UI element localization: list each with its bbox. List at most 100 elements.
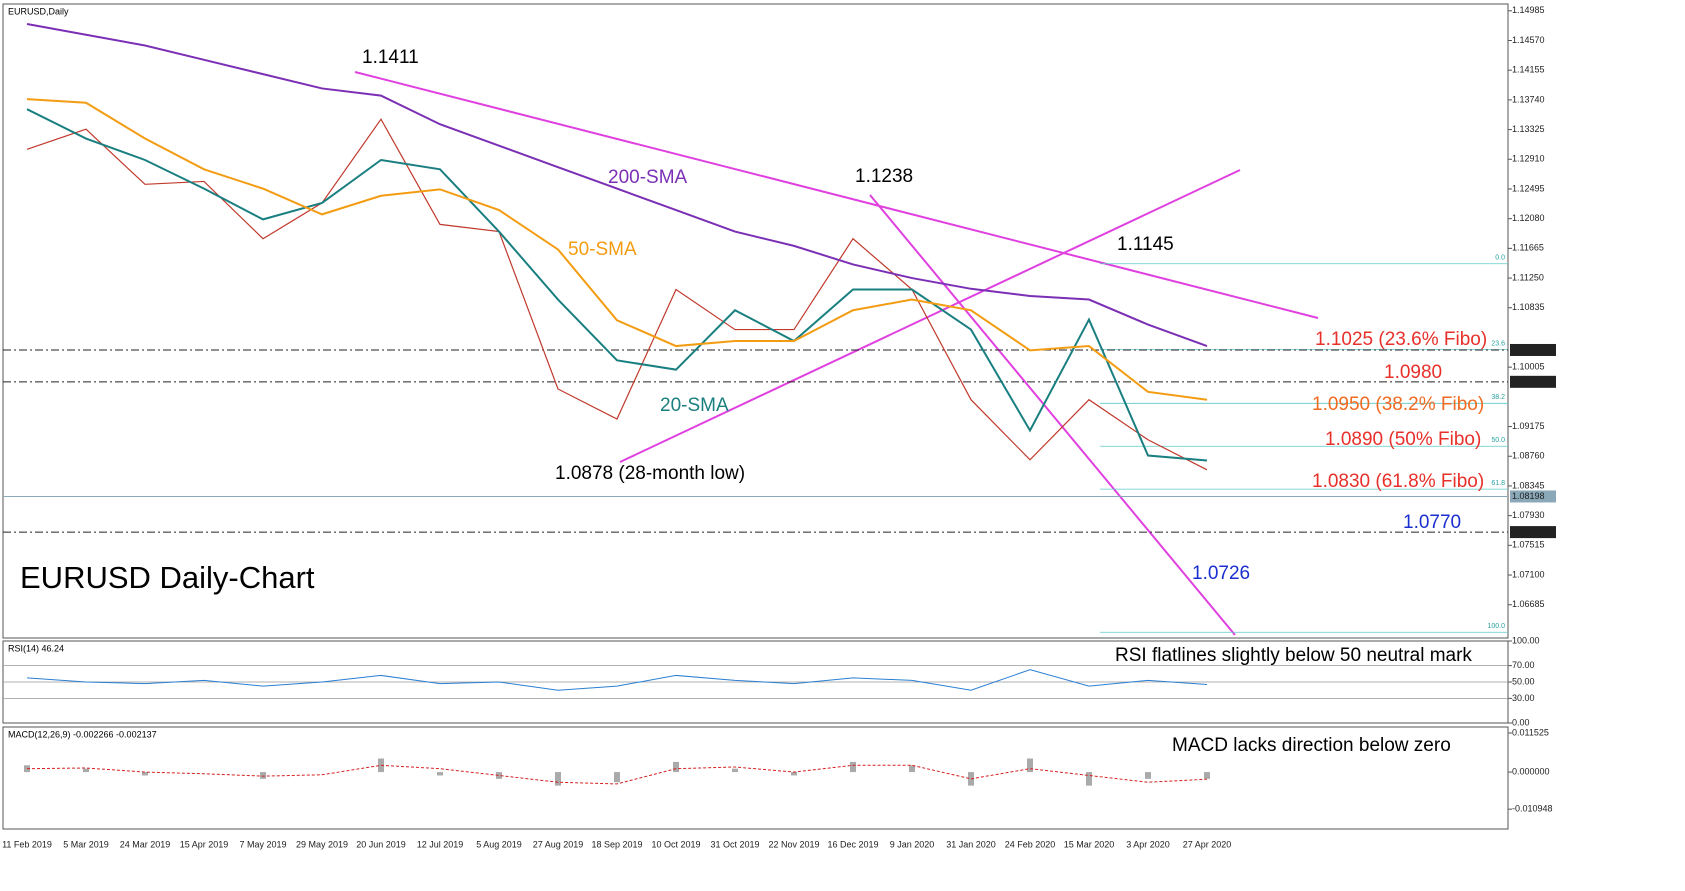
main-panel xyxy=(2,3,1509,639)
trendline xyxy=(354,71,1319,319)
annotation: 1.0726 xyxy=(1192,563,1250,584)
x-tick-label: 22 Nov 2019 xyxy=(768,839,819,849)
annotation: 1.0890 (50% Fibo) xyxy=(1325,429,1481,450)
x-tick-label: 9 Jan 2020 xyxy=(890,839,935,849)
x-tick-label: 31 Jan 2020 xyxy=(946,839,996,849)
y-tick-label: 1.08345 xyxy=(1512,480,1545,490)
annotation: 20-SMA xyxy=(660,395,729,416)
y-tick-label: 1.11665 xyxy=(1512,243,1544,253)
y-tick-label: 1.06685 xyxy=(1512,599,1545,609)
price-marker-label: 1.07700 xyxy=(1512,526,1545,536)
x-tick-label: 29 May 2019 xyxy=(296,839,348,849)
y-tick-label: 1.13325 xyxy=(1512,124,1545,134)
y-tick-label: 1.10005 xyxy=(1512,362,1545,372)
y-tick-label: 1.14570 xyxy=(1512,35,1545,45)
price-marker-label: 1.09800 xyxy=(1512,376,1545,386)
y-tick-label: 1.12910 xyxy=(1512,154,1545,164)
annotation: 1.0830 (61.8% Fibo) xyxy=(1312,471,1484,492)
x-tick-label: 27 Aug 2019 xyxy=(533,839,584,849)
symbol-label: EURUSD,Daily xyxy=(8,6,69,16)
macd-bar xyxy=(555,772,561,786)
fibo-label: 100.0 xyxy=(1487,623,1505,630)
x-tick-label: 15 Apr 2019 xyxy=(180,839,229,849)
macd-bar xyxy=(1027,758,1033,773)
macd-bar xyxy=(496,772,502,779)
macd-panel xyxy=(2,726,1509,830)
y-tick-label: 1.08760 xyxy=(1512,451,1545,461)
x-tick-label: 7 May 2019 xyxy=(239,839,286,849)
fibo-label: 23.6 xyxy=(1491,340,1505,347)
y-tick-label: 1.14985 xyxy=(1512,5,1545,15)
price-box xyxy=(1510,526,1556,539)
annotation: 1.0770 xyxy=(1403,512,1461,533)
macd-bar xyxy=(850,761,856,773)
y-tick-label: 1.14155 xyxy=(1512,65,1545,75)
x-tick-label: 5 Aug 2019 xyxy=(476,839,522,849)
price-line xyxy=(26,118,1208,471)
annotation: 1.0980 xyxy=(1384,362,1442,383)
macd-bar xyxy=(614,772,620,783)
fibo-label: 61.8 xyxy=(1491,480,1505,487)
sma-line xyxy=(26,108,1208,462)
x-tick-label: 15 Mar 2020 xyxy=(1064,839,1115,849)
price-marker-label: 1.08198 xyxy=(1512,491,1545,501)
annotation: 1.1025 (23.6% Fibo) xyxy=(1315,329,1487,350)
y-tick-label: 1.12080 xyxy=(1512,213,1545,223)
y-tick-label: -0.010948 xyxy=(1512,804,1553,814)
macd-bar xyxy=(673,761,679,773)
macd-bar xyxy=(437,772,443,776)
price-box xyxy=(1510,490,1556,503)
fibo-label: 38.2 xyxy=(1491,394,1505,401)
y-tick-label: 1.12495 xyxy=(1512,183,1545,193)
macd-signal xyxy=(26,764,1208,785)
macd-bar xyxy=(909,765,915,773)
y-tick-label: 0.000000 xyxy=(1512,766,1550,776)
annotation: 1.0878 (28-month low) xyxy=(555,463,745,484)
y-tick-label: 50.00 xyxy=(1512,676,1535,686)
annotation: 1.0950 (38.2% Fibo) xyxy=(1312,394,1484,415)
macd-note: MACD lacks direction below zero xyxy=(1172,735,1451,756)
macd-bar xyxy=(968,772,974,786)
fibo-label: 0.0 xyxy=(1495,255,1505,262)
y-tick-label: 1.09175 xyxy=(1512,421,1545,431)
y-tick-label: 1.11250 xyxy=(1512,272,1544,282)
y-tick-label: 1.07930 xyxy=(1512,510,1545,520)
y-tick-label: 100.00 xyxy=(1512,635,1540,645)
price-marker-label: 1.10245 xyxy=(1512,344,1545,354)
macd-bar xyxy=(791,772,797,776)
annotation: 1.1238 xyxy=(855,166,913,187)
annotation: 50-SMA xyxy=(568,239,637,260)
x-tick-label: 12 Jul 2019 xyxy=(417,839,464,849)
x-tick-label: 11 Feb 2019 xyxy=(2,839,52,849)
y-tick-label: 1.07515 xyxy=(1512,540,1545,550)
y-tick-label: 1.13740 xyxy=(1512,94,1545,104)
x-tick-label: 3 Apr 2020 xyxy=(1126,839,1170,849)
x-tick-label: 16 Dec 2019 xyxy=(827,839,878,849)
x-tick-label: 24 Feb 2020 xyxy=(1005,839,1056,849)
x-tick-label: 5 Mar 2019 xyxy=(63,839,109,849)
sma-line xyxy=(26,23,1208,347)
rsi-note: RSI flatlines slightly below 50 neutral … xyxy=(1115,645,1472,666)
macd-bar xyxy=(378,758,384,773)
y-tick-label: 30.00 xyxy=(1512,693,1535,703)
chart-title: EURUSD Daily-Chart xyxy=(20,560,315,595)
x-tick-label: 31 Oct 2019 xyxy=(710,839,759,849)
macd-bar xyxy=(260,772,266,779)
rsi-label: RSI(14) 46.24 xyxy=(8,643,64,653)
rsi-line xyxy=(26,669,1208,691)
sma-line xyxy=(26,98,1208,401)
annotation: 1.1411 xyxy=(362,47,419,68)
annotation: 200-SMA xyxy=(608,167,688,188)
y-tick-label: 0.011525 xyxy=(1512,727,1549,737)
y-tick-label: 0.00 xyxy=(1512,717,1530,727)
x-tick-label: 18 Sep 2019 xyxy=(591,839,642,849)
price-box xyxy=(1510,375,1556,388)
price-box xyxy=(1510,343,1556,356)
annotation: 1.1145 xyxy=(1117,234,1174,255)
x-tick-label: 10 Oct 2019 xyxy=(651,839,700,849)
y-tick-label: 1.07100 xyxy=(1512,569,1545,579)
y-tick-label: 1.10835 xyxy=(1512,302,1545,312)
macd-bar xyxy=(732,768,738,773)
macd-bar xyxy=(142,772,148,776)
